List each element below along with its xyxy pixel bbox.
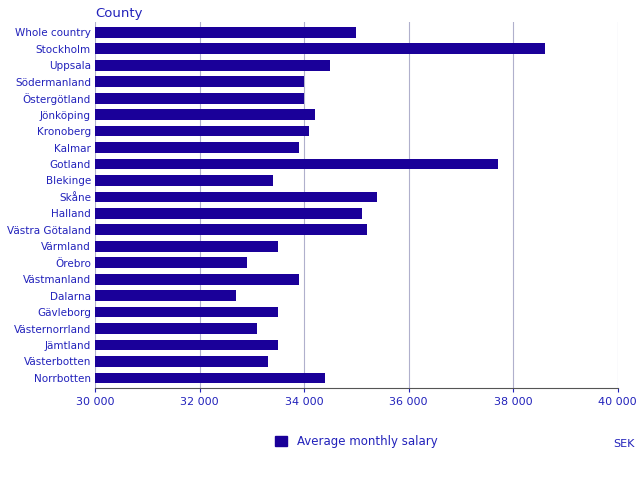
Bar — [95, 225, 367, 235]
Bar — [95, 257, 247, 268]
Bar — [95, 159, 498, 169]
Bar — [95, 290, 236, 301]
Bar — [95, 44, 545, 54]
Bar — [95, 60, 330, 70]
Text: SEK: SEK — [613, 439, 634, 449]
Bar — [95, 241, 278, 251]
Bar — [95, 175, 273, 186]
Bar — [95, 109, 315, 120]
Text: County: County — [95, 7, 142, 20]
Legend: Average monthly salary: Average monthly salary — [270, 430, 442, 453]
Bar — [95, 356, 267, 367]
Bar — [95, 208, 362, 219]
Bar — [95, 307, 278, 317]
Bar — [95, 274, 299, 285]
Bar — [95, 27, 356, 38]
Bar — [95, 340, 278, 350]
Bar — [95, 126, 309, 136]
Bar — [95, 93, 304, 104]
Bar — [95, 191, 377, 202]
Bar — [95, 76, 304, 87]
Bar — [95, 323, 257, 334]
Bar — [95, 372, 325, 383]
Bar — [95, 142, 299, 153]
